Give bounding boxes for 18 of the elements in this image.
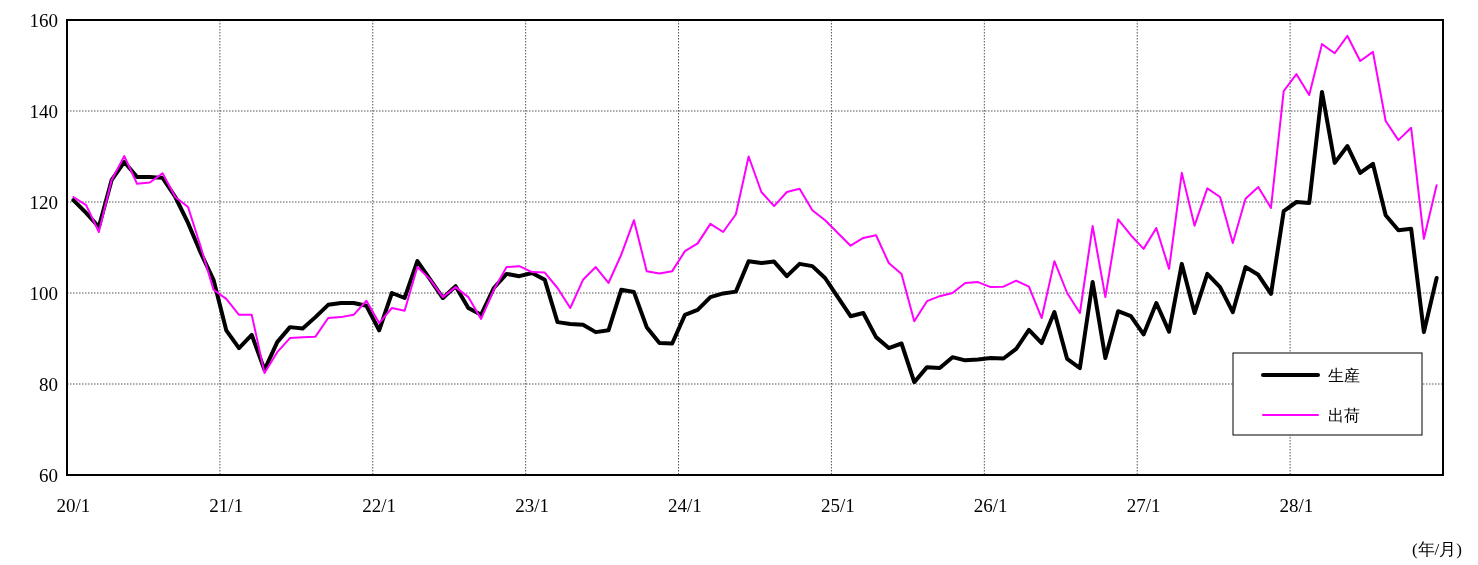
y-tick: 120 [29,192,58,213]
x-tick: 20/1 [56,495,91,516]
x-tick: 25/1 [820,495,855,516]
x-tick: 26/1 [973,495,1008,516]
y-tick: 140 [29,101,58,122]
legend-label: 生産 [1328,367,1360,384]
x-label: (年/月) [1411,540,1462,559]
legend-label: 出荷 [1328,407,1360,424]
y-tick: 80 [39,374,58,395]
x-tick: 24/1 [668,495,702,516]
x-tick: 21/1 [209,495,244,516]
x-tick: 27/1 [1126,495,1161,516]
y-tick: 100 [29,283,58,304]
x-tick: 28/1 [1279,495,1314,516]
x-tick: 22/1 [362,495,397,516]
y-tick: 160 [29,10,58,31]
x-tick: 23/1 [515,495,549,516]
y-tick: 60 [39,465,58,486]
